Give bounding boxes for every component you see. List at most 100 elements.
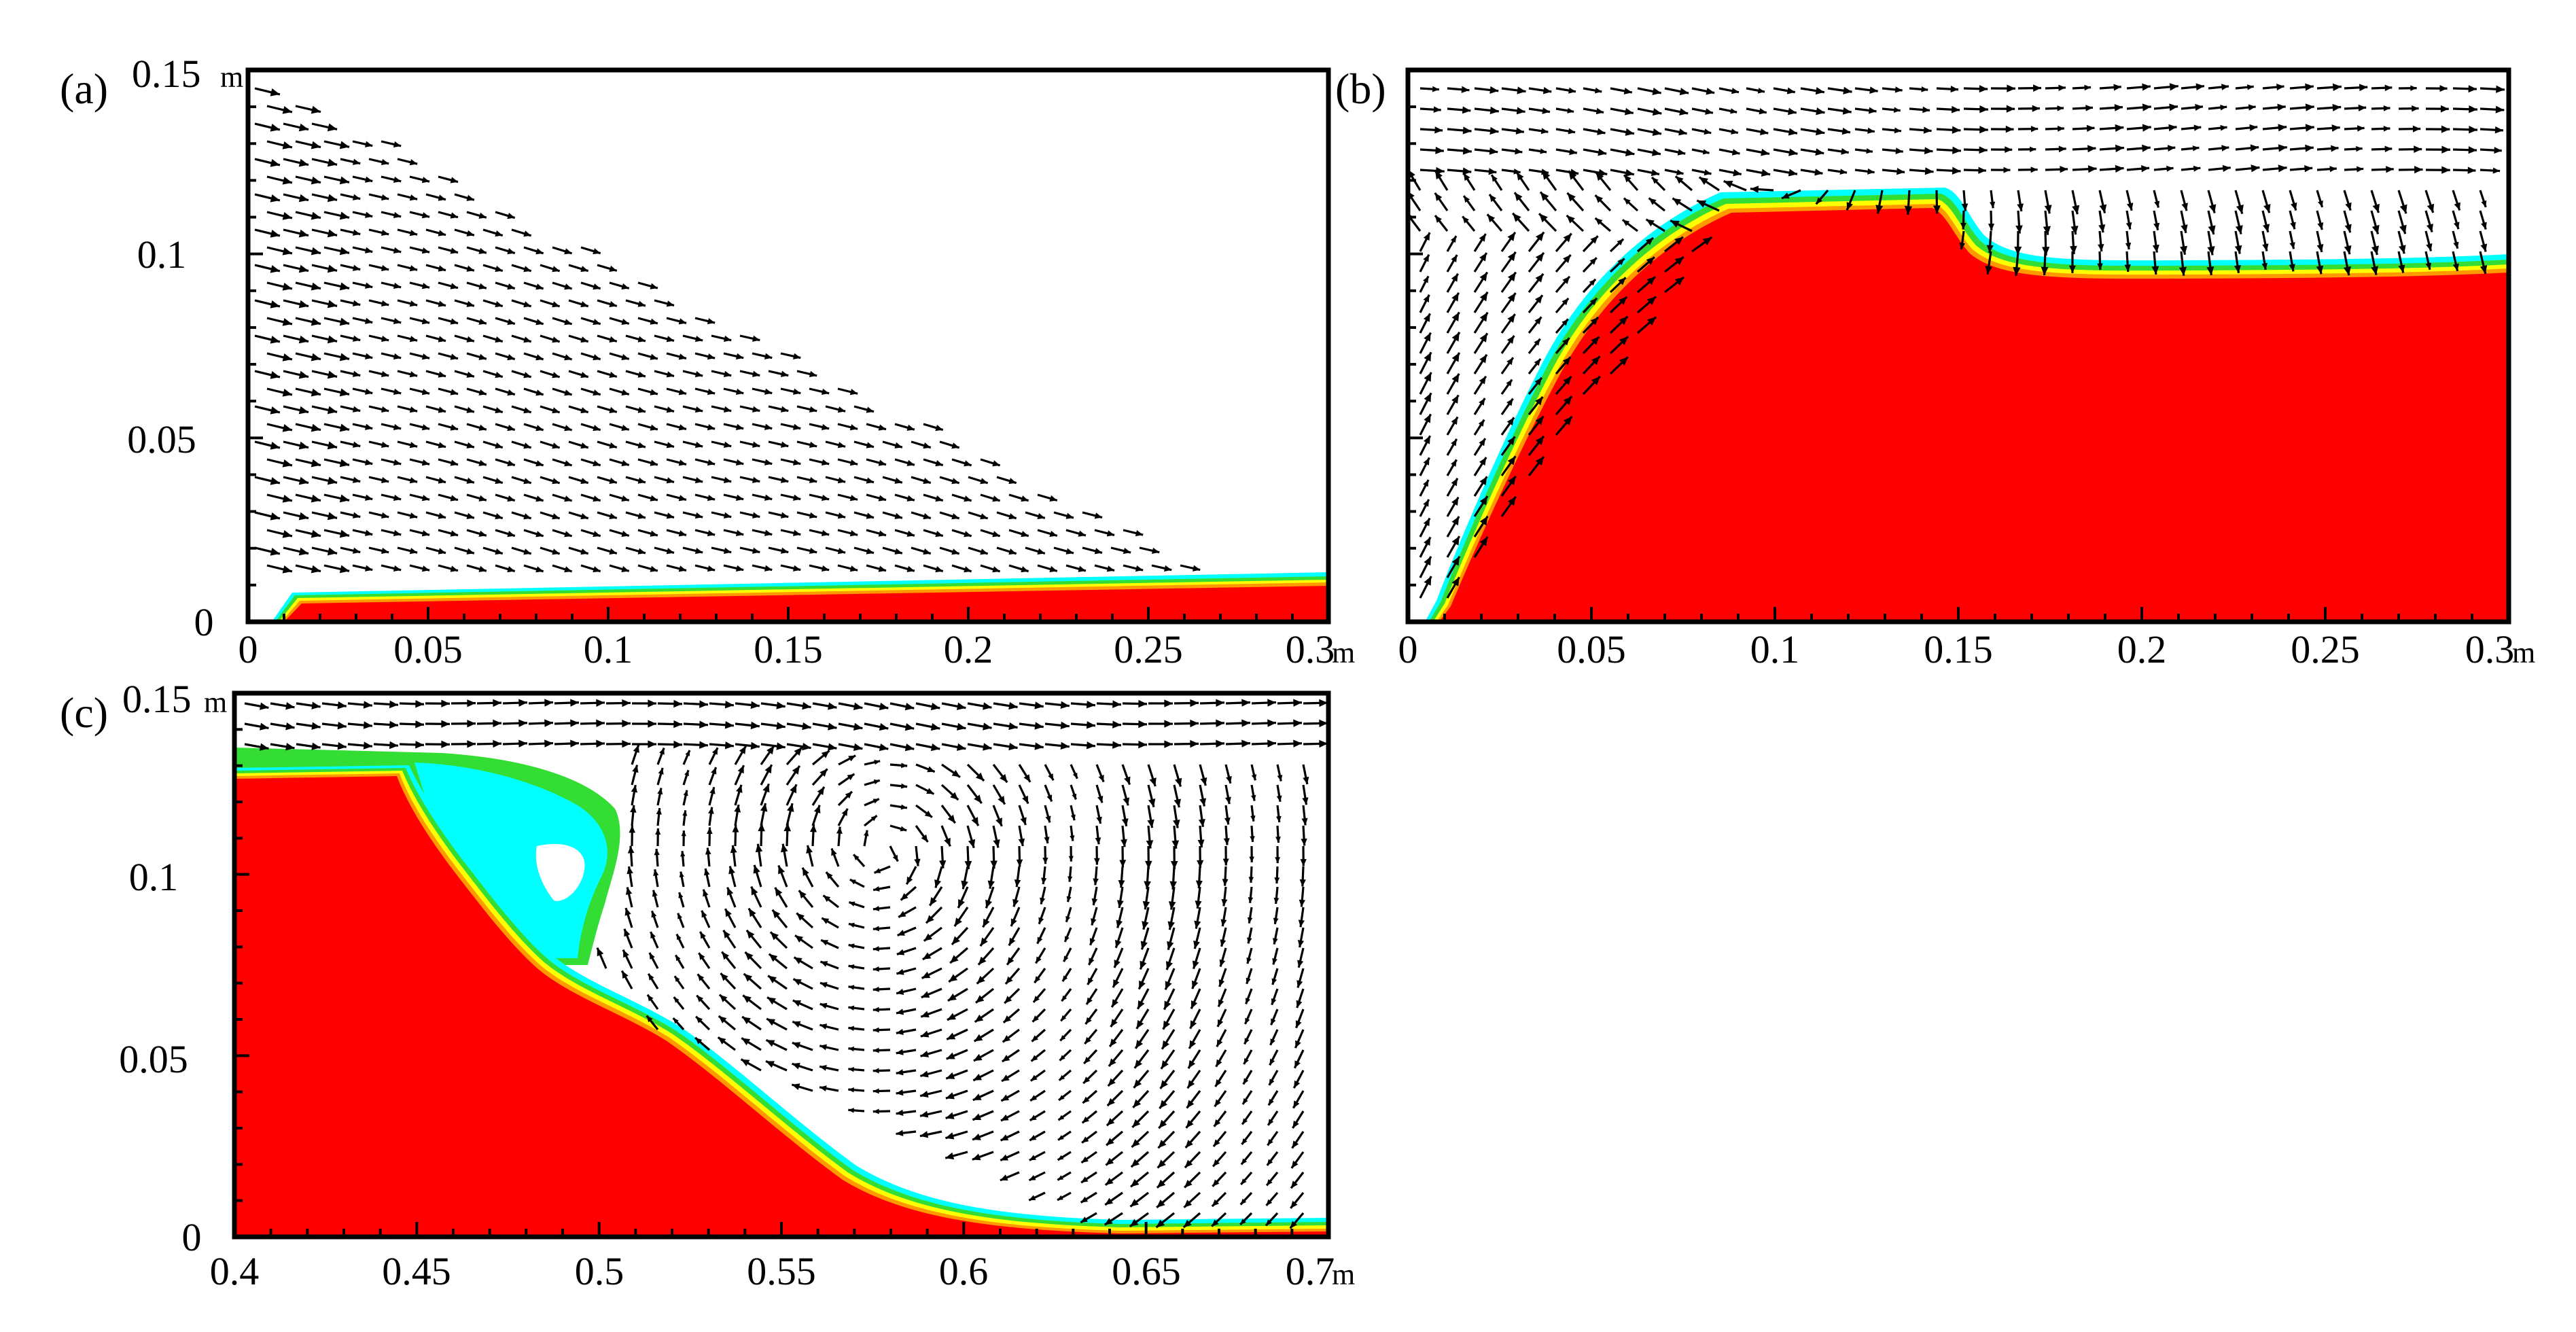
velocity-arrow [630,805,637,826]
velocity-arrow [993,742,1018,751]
velocity-arrow [1025,546,1046,555]
velocity-arrow [766,996,788,1011]
velocity-arrow [820,939,839,949]
velocity-arrow [2262,124,2287,132]
velocity-arrow [992,764,1008,784]
velocity-arrow [1214,1070,1227,1087]
velocity-arrow [1029,1151,1046,1161]
velocity-arrow [1216,1029,1227,1048]
velocity-arrow [266,246,293,256]
velocity-arrow [1183,1171,1201,1189]
velocity-arrow [940,784,959,801]
velocity-arrow [1094,564,1115,572]
velocity-arrow [2098,190,2107,213]
velocity-arrow [409,564,430,572]
panel-b-x-tick-label: 0.25 [2291,627,2360,671]
velocity-arrow [1474,147,1498,155]
velocity-arrow [597,546,618,555]
velocity-arrow [381,281,402,290]
velocity-arrow [1293,1049,1305,1069]
velocity-arrow [709,721,735,729]
velocity-arrow [323,317,350,326]
velocity-arrow [1084,1009,1098,1025]
velocity-arrow [1419,232,1431,252]
velocity-arrow [254,193,281,203]
velocity-arrow [295,458,321,468]
velocity-arrow [2370,190,2380,213]
velocity-arrow [1146,825,1154,849]
velocity-arrow [2316,230,2324,253]
velocity-arrow [2235,104,2256,111]
velocity-arrow [872,966,891,972]
velocity-arrow [2181,124,2202,131]
velocity-arrow [1158,1110,1176,1129]
velocity-arrow [482,440,504,449]
velocity-arrow [2261,251,2268,270]
velocity-arrow [768,546,789,554]
velocity-arrow [1610,107,1634,116]
velocity-arrow [502,699,528,707]
velocity-arrow [1528,107,1551,114]
velocity-arrow [2207,230,2215,256]
velocity-arrow [786,742,811,751]
velocity-arrow [2099,124,2124,132]
velocity-arrow [1070,825,1075,841]
velocity-arrow [1610,169,1635,177]
velocity-arrow [1583,148,1607,156]
panel-a-label: (a) [60,65,108,113]
velocity-arrow [1672,197,1693,212]
velocity-arrow [1610,87,1633,94]
velocity-arrow [266,211,293,220]
velocity-arrow [695,1015,711,1031]
velocity-arrow [1066,886,1072,902]
velocity-arrow [399,720,425,729]
velocity-arrow [1800,148,1824,156]
velocity-arrow [796,370,817,378]
velocity-arrow [1528,358,1542,374]
velocity-arrow [352,387,373,395]
velocity-arrow [2152,230,2159,253]
panel-a-y-tick-label: 0.05 [127,417,196,461]
velocity-arrow [2208,164,2231,173]
velocity-arrow [340,440,361,448]
velocity-arrow [866,529,887,537]
velocity-arrow [1265,1212,1279,1227]
panel-c-x-tick-label: 0.55 [747,1249,816,1293]
velocity-arrow [1273,907,1279,925]
velocity-arrow [951,564,972,573]
velocity-arrow [1006,947,1021,966]
velocity-arrow [1187,1049,1201,1069]
velocity-arrow [717,1036,736,1051]
velocity-arrow [511,228,532,237]
velocity-arrow [1528,455,1545,476]
velocity-arrow [1446,496,1460,517]
velocity-arrow [673,996,685,1010]
velocity-arrow [609,493,630,502]
velocity-arrow [682,405,703,413]
velocity-arrow [2316,124,2340,132]
velocity-arrow [438,281,459,290]
velocity-arrow [896,947,917,956]
velocity-arrow [1189,1009,1201,1030]
velocity-arrow [837,458,858,466]
panel-c-y-tick-label: 0.05 [119,1037,188,1081]
velocity-arrow [848,1108,865,1113]
velocity-arrow [848,985,865,990]
velocity-arrow [2316,83,2342,92]
velocity-arrow [1718,107,1737,114]
velocity-arrow [2480,85,2505,93]
velocity-arrow [2398,85,2417,91]
velocity-arrow [609,317,630,325]
velocity-arrow [1446,352,1461,374]
velocity-arrow [368,193,389,201]
velocity-arrow [323,493,350,503]
velocity-arrow [552,564,573,573]
velocity-arrow [1582,297,1598,314]
velocity-arrow [972,1110,994,1121]
velocity-arrow [2153,190,2160,208]
velocity-arrow [1096,720,1122,729]
velocity-arrow [1173,805,1180,828]
velocity-arrow [951,529,972,538]
velocity-arrow [2017,84,2042,92]
velocity-arrow [270,702,295,710]
